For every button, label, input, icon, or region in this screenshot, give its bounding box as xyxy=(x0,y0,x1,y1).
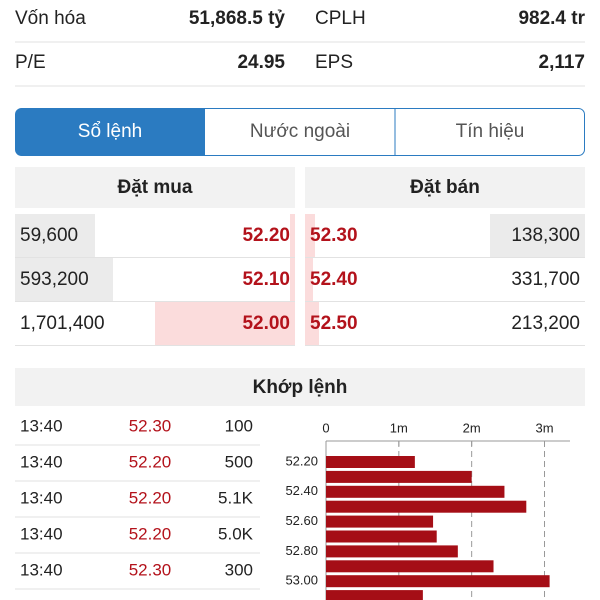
y-tick-label: 52.20 xyxy=(285,453,318,468)
stat-label: CPLH xyxy=(315,8,366,29)
stat-value: 24.95 xyxy=(237,52,285,73)
bar xyxy=(326,590,423,600)
x-tick-label: 3m xyxy=(535,420,553,435)
buy-price: 52.20 xyxy=(242,225,290,246)
sell-volume: 138,300 xyxy=(511,225,580,246)
depth-highlight xyxy=(15,214,95,257)
bar xyxy=(326,545,458,558)
tab[interactable]: Sổ lệnh xyxy=(78,121,142,142)
header-bg xyxy=(15,368,585,406)
sell-price: 52.50 xyxy=(310,313,358,334)
stat-value: 982.4 tr xyxy=(518,8,585,29)
trade-price: 52.30 xyxy=(129,560,172,579)
tab[interactable]: Tín hiệu xyxy=(456,121,525,142)
sell-volume: 213,200 xyxy=(511,313,580,334)
trade-time: 13:40 xyxy=(20,560,63,579)
bar xyxy=(326,456,415,468)
trade-time: 13:40 xyxy=(20,416,63,435)
trade-time: 13:40 xyxy=(20,488,63,507)
bar xyxy=(326,530,437,543)
stat-value: 51,868.5 tỷ xyxy=(189,8,286,29)
buy-price: 52.10 xyxy=(242,269,290,290)
bar xyxy=(326,515,434,528)
bar xyxy=(326,470,472,483)
bar xyxy=(326,485,505,498)
stat-label: P/E xyxy=(15,52,46,73)
y-tick-label: 53.00 xyxy=(285,573,318,588)
y-tick-label: 52.40 xyxy=(285,483,318,498)
depth-highlight xyxy=(155,302,295,345)
x-tick-label: 1m xyxy=(390,420,408,435)
stat-label: Vốn hóa xyxy=(15,8,86,29)
header-bg xyxy=(15,167,295,208)
trade-volume: 300 xyxy=(225,560,253,579)
active-tab-bg xyxy=(15,108,205,156)
sell-price: 52.40 xyxy=(310,269,358,290)
trade-volume: 500 xyxy=(225,452,253,471)
depth-highlight xyxy=(290,258,295,301)
depth-highlight xyxy=(305,258,313,301)
depth-highlight xyxy=(490,214,585,257)
x-tick-label: 2m xyxy=(463,420,481,435)
buy-volume: 593,200 xyxy=(20,269,89,290)
y-tick-label: 52.60 xyxy=(285,513,318,528)
buy-price: 52.00 xyxy=(242,313,290,334)
trade-time: 13:40 xyxy=(20,452,63,471)
bar xyxy=(326,500,527,513)
tab[interactable]: Nước ngoài xyxy=(250,121,350,142)
trade-time: 13:40 xyxy=(20,524,63,543)
stat-label: EPS xyxy=(315,52,353,73)
sell-price: 52.30 xyxy=(310,225,358,246)
trade-volume: 5.0K xyxy=(218,524,254,543)
buy-volume: 1,701,400 xyxy=(20,313,105,334)
stat-value: 2,117 xyxy=(539,52,586,73)
depth-highlight xyxy=(290,214,295,257)
trade-price: 52.20 xyxy=(129,452,172,471)
header-bg xyxy=(305,167,585,208)
x-tick-label: 0 xyxy=(322,420,329,435)
depth-highlight xyxy=(305,302,319,345)
bar xyxy=(326,560,494,573)
depth-highlight xyxy=(15,258,113,301)
trade-price: 52.20 xyxy=(129,488,172,507)
section-title: Khớp lệnh xyxy=(253,377,348,398)
trade-volume: 100 xyxy=(225,416,253,435)
sell-volume: 331,700 xyxy=(511,269,580,290)
bar xyxy=(326,575,550,588)
trade-price: 52.20 xyxy=(129,524,172,543)
trade-price: 52.30 xyxy=(129,416,172,435)
section-title: Đặt mua xyxy=(118,177,193,198)
depth-highlight xyxy=(305,214,315,257)
buy-volume: 59,600 xyxy=(20,225,78,246)
section-title: Đặt bán xyxy=(410,177,480,198)
y-tick-label: 52.80 xyxy=(285,543,318,558)
trade-volume: 5.1K xyxy=(218,488,254,507)
